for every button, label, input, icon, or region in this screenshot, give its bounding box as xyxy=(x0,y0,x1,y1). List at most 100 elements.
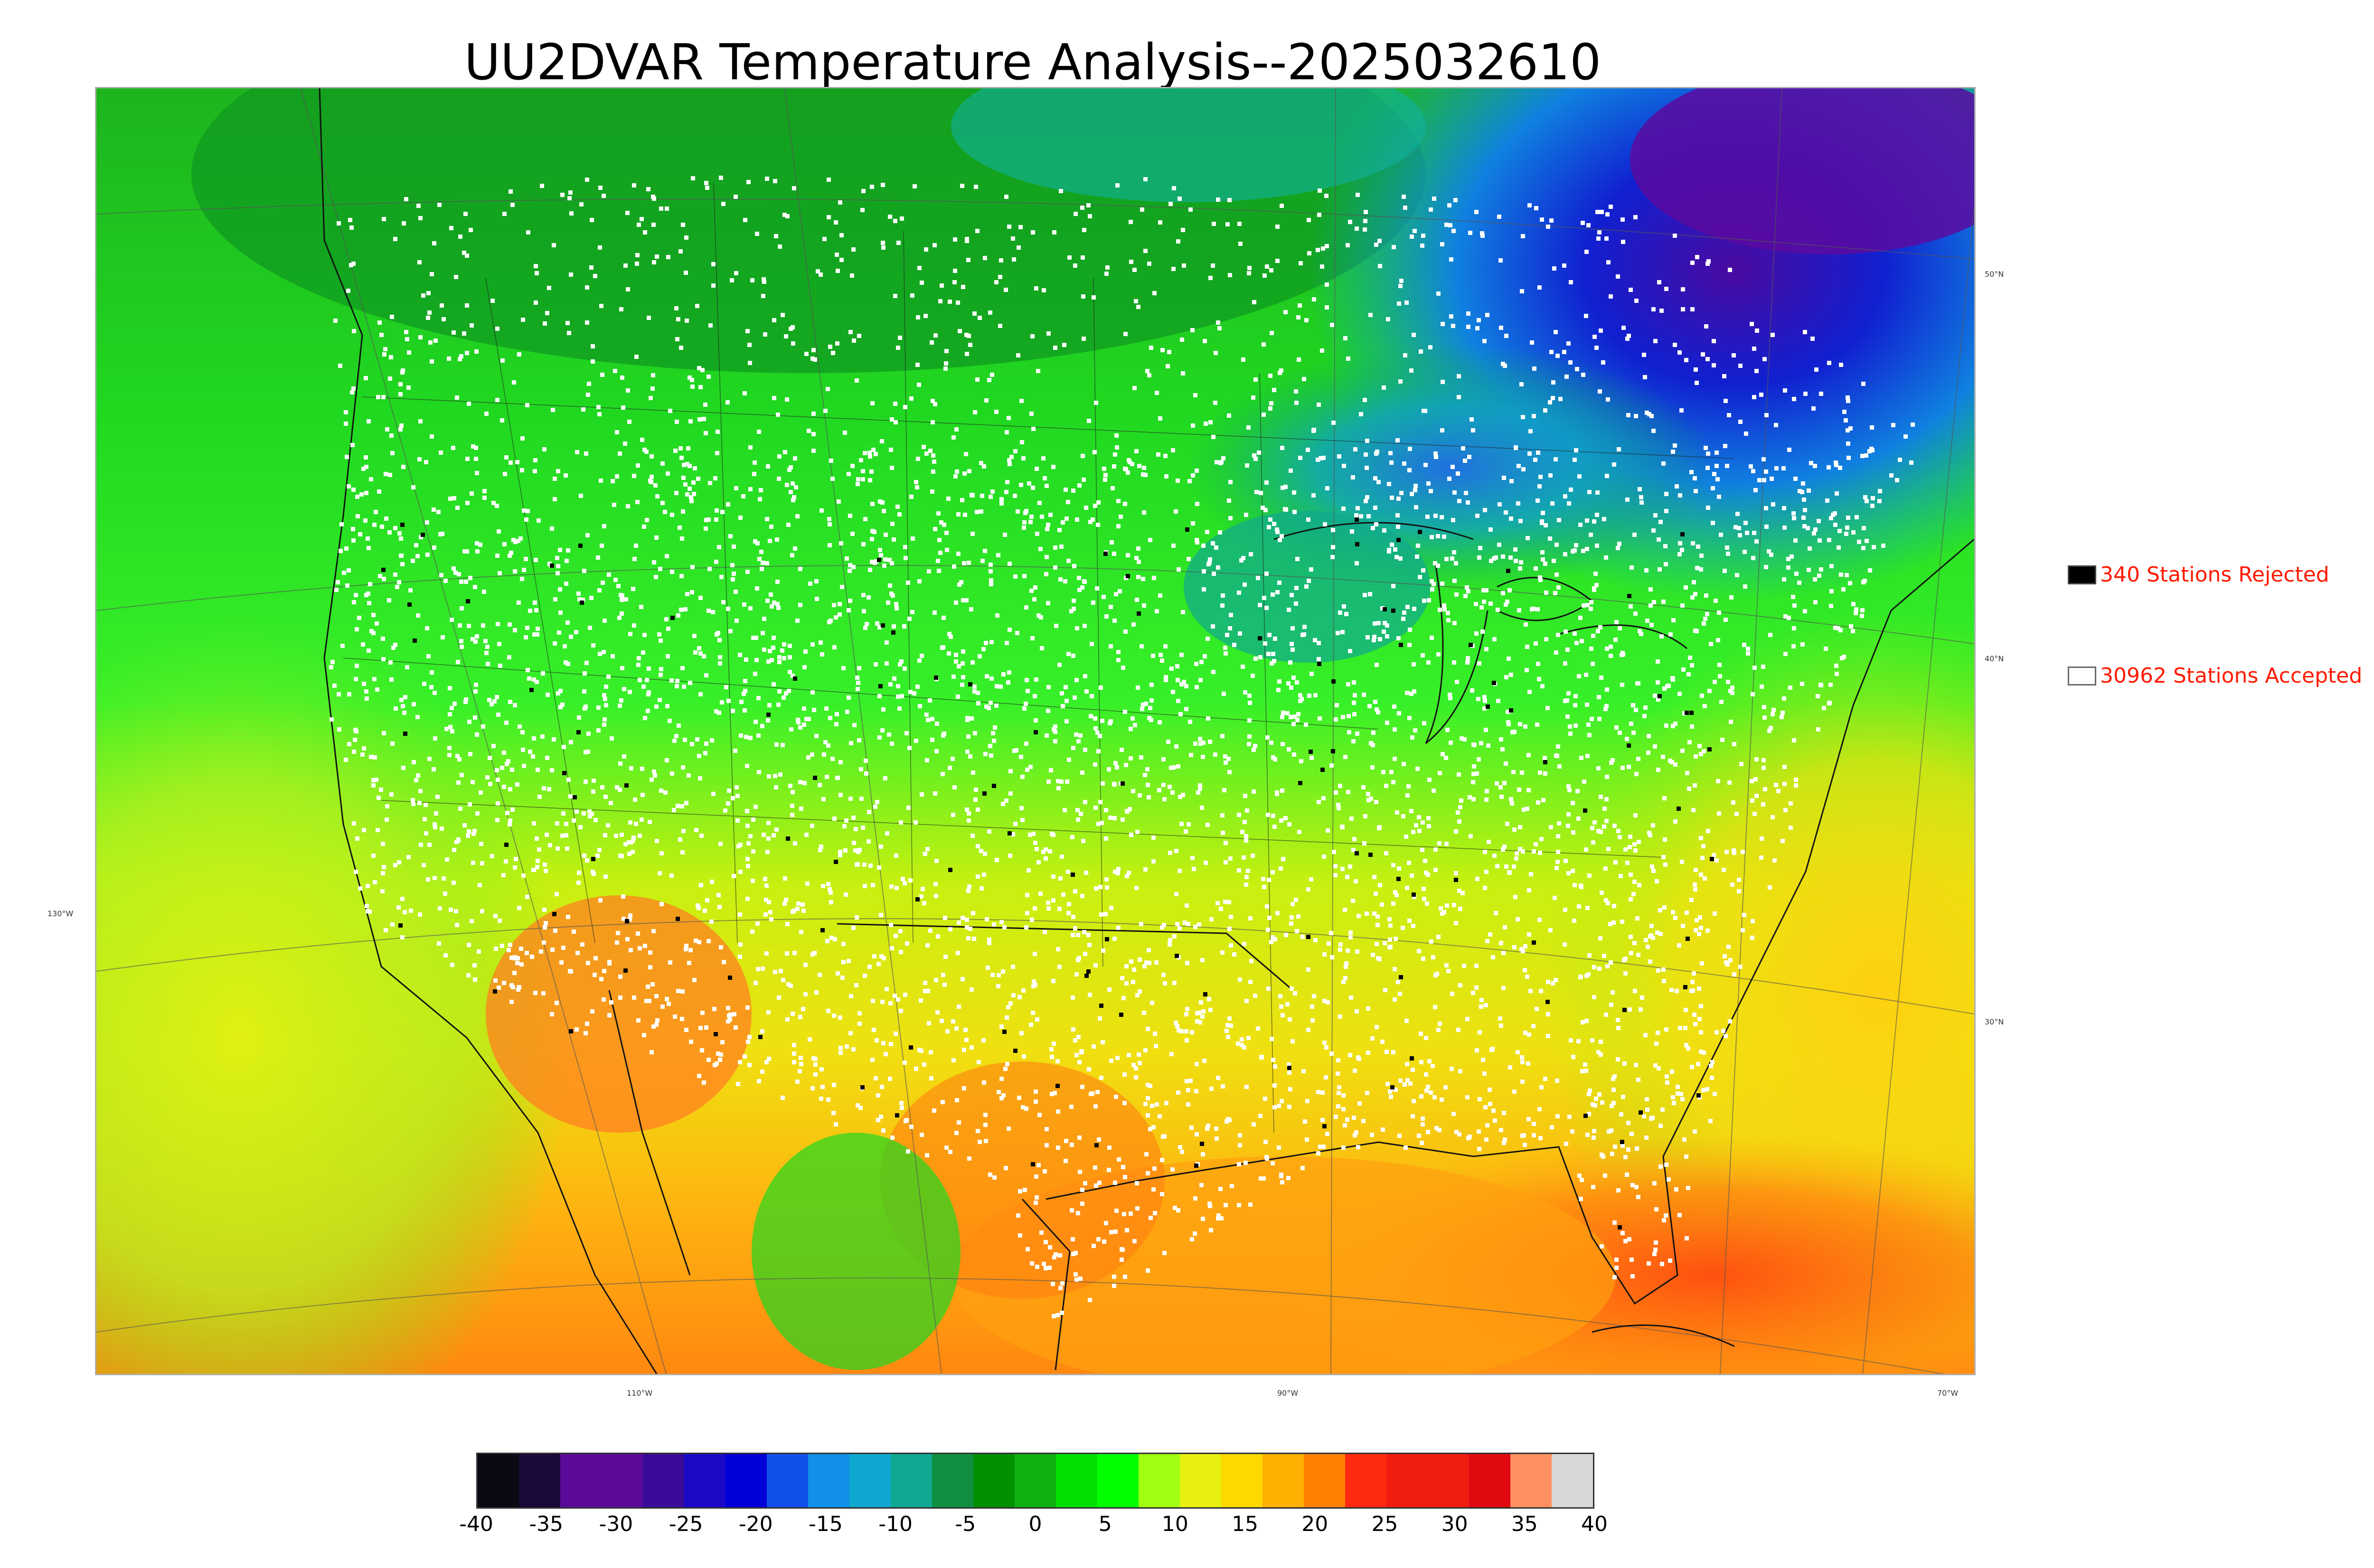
accepted-station-marker xyxy=(1158,593,1162,598)
accepted-station-marker xyxy=(1457,772,1461,777)
accepted-station-marker xyxy=(732,1012,736,1016)
accepted-station-marker xyxy=(955,1098,959,1102)
accepted-station-marker xyxy=(679,456,684,460)
accepted-station-marker xyxy=(1380,1040,1385,1044)
accepted-station-marker xyxy=(1509,797,1513,801)
accepted-station-marker xyxy=(848,1031,853,1035)
accepted-station-marker xyxy=(377,320,382,325)
accepted-station-marker xyxy=(1011,993,1016,997)
accepted-station-marker xyxy=(967,469,971,473)
accepted-station-marker xyxy=(463,212,468,216)
accepted-station-marker xyxy=(577,597,582,601)
accepted-station-marker xyxy=(939,520,943,525)
accepted-station-marker xyxy=(875,621,879,626)
accepted-station-marker xyxy=(615,785,619,789)
accepted-station-marker xyxy=(845,1044,849,1049)
accepted-station-marker xyxy=(813,357,817,362)
accepted-station-marker xyxy=(375,687,379,692)
accepted-station-marker xyxy=(903,405,907,409)
accepted-station-marker xyxy=(1839,573,1843,577)
accepted-station-marker xyxy=(838,793,843,797)
accepted-station-marker xyxy=(492,699,497,704)
accepted-station-marker xyxy=(1671,1095,1675,1099)
accepted-station-marker xyxy=(1634,772,1639,776)
accepted-station-marker xyxy=(1486,743,1490,748)
accepted-station-marker xyxy=(1607,1129,1611,1134)
accepted-station-marker xyxy=(1287,1062,1291,1067)
accepted-station-marker xyxy=(1829,516,1833,520)
accepted-station-marker xyxy=(1481,1058,1485,1062)
accepted-station-marker xyxy=(1422,409,1426,413)
accepted-station-marker xyxy=(508,554,512,558)
accepted-station-marker xyxy=(1482,1071,1487,1076)
accepted-station-marker xyxy=(1750,322,1754,326)
accepted-station-marker xyxy=(1152,291,1157,295)
accepted-station-marker xyxy=(1107,1145,1112,1150)
accepted-station-marker xyxy=(1854,611,1858,615)
accepted-station-marker xyxy=(839,233,844,237)
accepted-station-marker xyxy=(1311,429,1316,433)
accepted-station-marker xyxy=(1458,805,1462,809)
accepted-station-marker xyxy=(1123,710,1127,714)
accepted-station-marker xyxy=(1142,466,1146,470)
accepted-station-marker xyxy=(1824,647,1828,651)
accepted-station-marker xyxy=(1193,393,1197,397)
accepted-station-marker xyxy=(951,813,955,817)
accepted-station-marker xyxy=(1661,855,1666,859)
accepted-station-marker xyxy=(1738,965,1743,969)
accepted-station-marker xyxy=(748,606,753,610)
accepted-station-marker xyxy=(1045,484,1049,488)
accepted-station-marker xyxy=(1421,820,1425,825)
accepted-station-marker xyxy=(493,978,498,983)
accepted-station-marker xyxy=(373,880,377,884)
accepted-station-marker xyxy=(550,768,554,772)
accepted-station-marker xyxy=(1201,741,1206,745)
accepted-station-marker xyxy=(1330,323,1334,327)
accepted-station-marker xyxy=(607,573,611,577)
accepted-station-marker xyxy=(1372,911,1376,916)
accepted-station-marker xyxy=(1519,947,1524,951)
accepted-station-marker xyxy=(445,857,449,862)
accepted-station-marker xyxy=(1610,1152,1614,1156)
accepted-station-marker xyxy=(569,211,574,216)
accepted-station-marker xyxy=(1150,1104,1154,1108)
accepted-station-marker xyxy=(546,693,550,697)
accepted-station-marker xyxy=(1083,1181,1087,1185)
accepted-station-marker xyxy=(1504,334,1508,338)
accepted-station-marker xyxy=(1802,498,1806,502)
accepted-station-marker xyxy=(1265,264,1269,269)
accepted-station-marker xyxy=(760,1070,764,1074)
accepted-station-marker xyxy=(1225,1023,1230,1027)
accepted-station-marker xyxy=(1356,193,1360,197)
accepted-station-marker xyxy=(425,553,430,557)
accepted-station-marker xyxy=(1693,1022,1697,1026)
accepted-station-marker xyxy=(1182,680,1186,684)
accepted-station-marker xyxy=(591,344,595,348)
accepted-station-marker xyxy=(360,752,365,757)
accepted-station-marker xyxy=(1468,231,1472,235)
accepted-station-marker xyxy=(1539,1085,1544,1089)
accepted-station-marker xyxy=(923,314,928,318)
accepted-station-marker xyxy=(785,483,789,487)
accepted-station-marker xyxy=(1411,1068,1415,1072)
accepted-station-marker xyxy=(1424,1089,1429,1093)
accepted-station-marker xyxy=(348,218,352,222)
accepted-station-marker xyxy=(1478,1097,1482,1101)
accepted-station-marker xyxy=(617,616,622,620)
accepted-station-marker xyxy=(1141,703,1145,707)
accepted-station-marker xyxy=(1523,724,1527,729)
accepted-station-marker xyxy=(1304,723,1308,727)
accepted-station-marker xyxy=(760,724,764,728)
accepted-station-marker xyxy=(1568,360,1573,365)
accepted-station-marker xyxy=(1296,315,1300,319)
accepted-station-marker xyxy=(1168,785,1172,789)
accepted-station-marker xyxy=(1148,1127,1152,1131)
accepted-station-marker xyxy=(1131,622,1136,627)
accepted-station-marker xyxy=(1218,530,1222,535)
accepted-station-marker xyxy=(1577,1174,1582,1178)
accepted-station-marker xyxy=(858,1106,863,1110)
accepted-station-marker xyxy=(835,776,839,780)
accepted-station-marker xyxy=(354,677,358,681)
accepted-station-marker xyxy=(1541,798,1545,802)
accepted-station-marker xyxy=(1670,1070,1674,1074)
